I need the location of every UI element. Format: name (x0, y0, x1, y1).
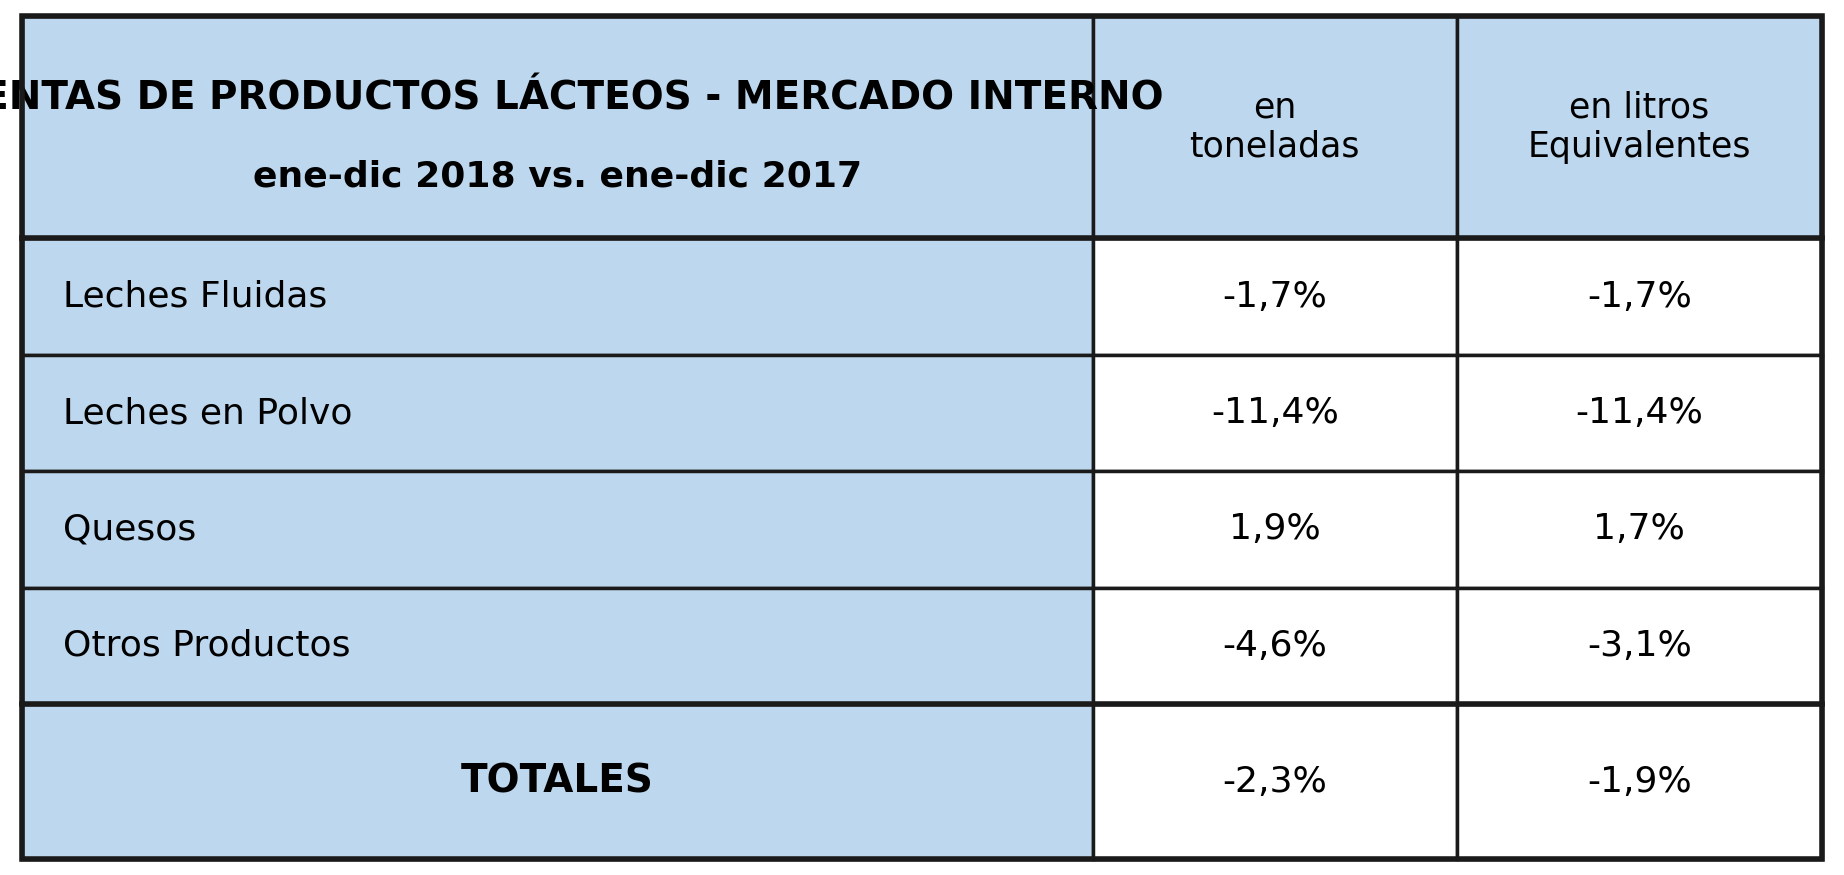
Text: en
toneladas: en toneladas (1189, 90, 1361, 164)
Bar (22, 472, 1093, 588)
Text: -1,7%: -1,7% (1223, 280, 1328, 313)
Bar (1457, 238, 1822, 355)
Text: -4,6%: -4,6% (1223, 629, 1328, 663)
Text: -3,1%: -3,1% (1586, 629, 1691, 663)
Bar (22, 238, 1093, 355)
Text: -11,4%: -11,4% (1212, 396, 1339, 430)
Text: ene-dic 2018 vs. ene-dic 2017: ene-dic 2018 vs. ene-dic 2017 (253, 159, 863, 193)
Bar (1093, 238, 1457, 355)
Text: Leches Fluidas: Leches Fluidas (63, 280, 326, 313)
Text: -2,3%: -2,3% (1223, 765, 1328, 799)
Bar (1093, 16, 1457, 238)
Bar (1093, 704, 1457, 859)
Bar (1457, 472, 1822, 588)
Text: -1,7%: -1,7% (1586, 280, 1691, 313)
Bar (22, 355, 1093, 472)
Text: Otros Productos: Otros Productos (63, 629, 350, 663)
Text: 1,9%: 1,9% (1228, 513, 1320, 547)
Bar (1093, 472, 1457, 588)
Bar (22, 704, 1093, 859)
Bar (22, 588, 1093, 704)
Bar (1457, 355, 1822, 472)
Text: VENTAS DE PRODUCTOS LÁCTEOS - MERCADO INTERNO: VENTAS DE PRODUCTOS LÁCTEOS - MERCADO IN… (0, 79, 1164, 117)
Bar (1457, 704, 1822, 859)
Text: -1,9%: -1,9% (1588, 765, 1691, 799)
Bar (1457, 588, 1822, 704)
Text: TOTALES: TOTALES (461, 763, 655, 801)
Bar (1457, 16, 1822, 238)
Bar (1093, 588, 1457, 704)
Text: 1,7%: 1,7% (1593, 513, 1685, 547)
Text: Quesos: Quesos (63, 513, 195, 547)
Text: -11,4%: -11,4% (1575, 396, 1704, 430)
Bar (22, 16, 1093, 238)
Bar (1093, 355, 1457, 472)
Text: en litros
Equivalentes: en litros Equivalentes (1527, 90, 1752, 164)
Text: Leches en Polvo: Leches en Polvo (63, 396, 352, 430)
